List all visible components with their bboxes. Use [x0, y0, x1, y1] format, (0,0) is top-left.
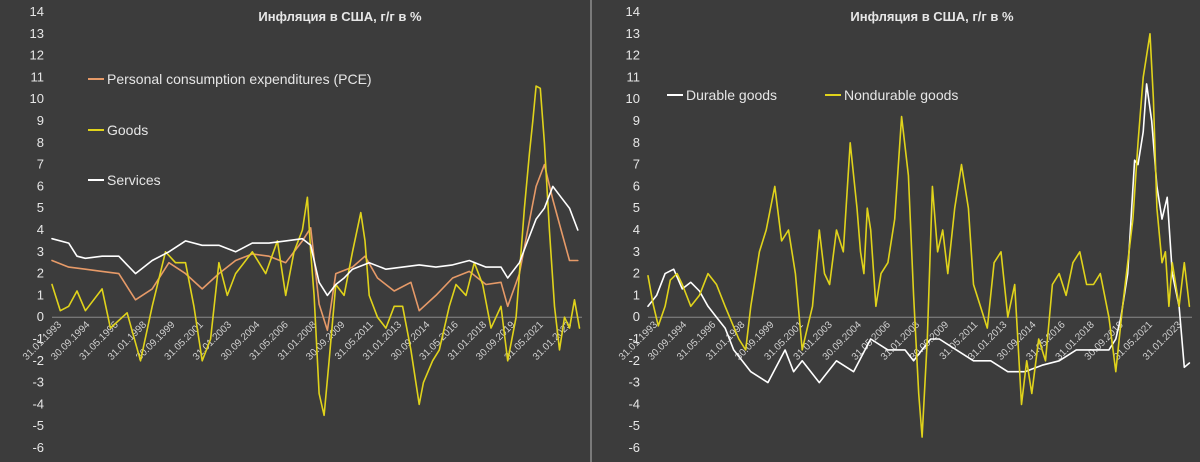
y-tick-label: -6 — [32, 440, 44, 455]
x-axis: 31.01.199330.09.199431.05.199631.01.1998… — [21, 316, 582, 363]
y-tick-label: 8 — [37, 135, 44, 150]
y-tick-label: -3 — [32, 375, 44, 390]
legend-label-goods: Goods — [107, 122, 148, 138]
y-tick-label: 14 — [30, 4, 44, 19]
y-tick-label: -1 — [32, 331, 44, 346]
series-line-1 — [51, 85, 581, 417]
x-axis: 31.01.199330.09.199431.05.199631.01.1998… — [617, 316, 1192, 363]
y-tick-label: -2 — [628, 353, 640, 368]
y-tick-label: 13 — [626, 26, 640, 41]
y-tick-label: 0 — [633, 309, 640, 324]
chart-title: Инфляция в США, г/г в % — [850, 9, 1014, 24]
legend-label-services: Services — [107, 172, 161, 188]
y-tick-label: 7 — [633, 157, 640, 172]
y-tick-label: 6 — [633, 178, 640, 193]
y-tick-label: 14 — [626, 4, 640, 19]
y-tick-label: -2 — [32, 353, 44, 368]
y-tick-label: -3 — [628, 375, 640, 390]
y-tick-label: 12 — [30, 48, 44, 63]
y-tick-label: 10 — [30, 91, 44, 106]
y-tick-label: 1 — [633, 287, 640, 302]
y-tick-label: 7 — [37, 157, 44, 172]
y-tick-label: 2 — [37, 266, 44, 281]
legend: Durable goods Nondurable goods — [667, 87, 958, 103]
plot-area — [51, 85, 581, 417]
y-tick-label: 0 — [37, 309, 44, 324]
y-tick-label: 10 — [626, 91, 640, 106]
legend: Personal consumption expenditures (PCE) … — [88, 71, 372, 188]
legend-label-nondurable: Nondurable goods — [844, 87, 958, 103]
legend-label-pce: Personal consumption expenditures (PCE) — [107, 71, 372, 87]
y-tick-label: 2 — [633, 266, 640, 281]
left-chart: Инфляция в США, г/г в % -6-5-4-3-2-10123… — [21, 4, 582, 455]
series-line-1 — [647, 32, 1191, 438]
y-tick-label: 3 — [633, 244, 640, 259]
y-tick-label: 8 — [633, 135, 640, 150]
y-tick-label: 12 — [626, 48, 640, 63]
y-tick-label: -5 — [628, 418, 640, 433]
y-tick-label: 4 — [633, 222, 640, 237]
right-chart: Инфляция в США, г/г в % -6-5-4-3-2-10123… — [617, 4, 1192, 455]
chart-title: Инфляция в США, г/г в % — [258, 9, 422, 24]
y-tick-label: -5 — [32, 418, 44, 433]
y-tick-label: 11 — [31, 69, 45, 84]
y-tick-label: 6 — [37, 178, 44, 193]
y-tick-label: 3 — [37, 244, 44, 259]
y-tick-label: -4 — [628, 396, 640, 411]
plot-area — [647, 32, 1191, 438]
y-tick-label: 13 — [30, 26, 44, 41]
panel-divider — [590, 0, 592, 462]
series-line-2 — [51, 185, 579, 297]
series-line-0 — [647, 83, 1191, 384]
right-chart-panel: Инфляция в США, г/г в % -6 -5 -4 -3 -2 -1 0 1 2 3… — [592, 0, 1200, 462]
left-chart-panel: Инфляция в США, г/г в % -6 -5 -4 -3 -2 -1 0 1 2 3… — [0, 0, 590, 462]
y-tick-label: 1 — [37, 287, 44, 302]
legend-label-durable: Durable goods — [686, 87, 777, 103]
y-tick-label: 9 — [633, 113, 640, 128]
y-tick-label: -6 — [628, 440, 640, 455]
y-tick-label: 5 — [633, 200, 640, 215]
y-tick-label: 5 — [37, 200, 44, 215]
y-tick-label: -4 — [32, 396, 44, 411]
y-tick-label: 9 — [37, 113, 44, 128]
y-tick-label: 11 — [627, 69, 641, 84]
y-tick-label: -1 — [628, 331, 640, 346]
y-tick-label: 4 — [37, 222, 44, 237]
